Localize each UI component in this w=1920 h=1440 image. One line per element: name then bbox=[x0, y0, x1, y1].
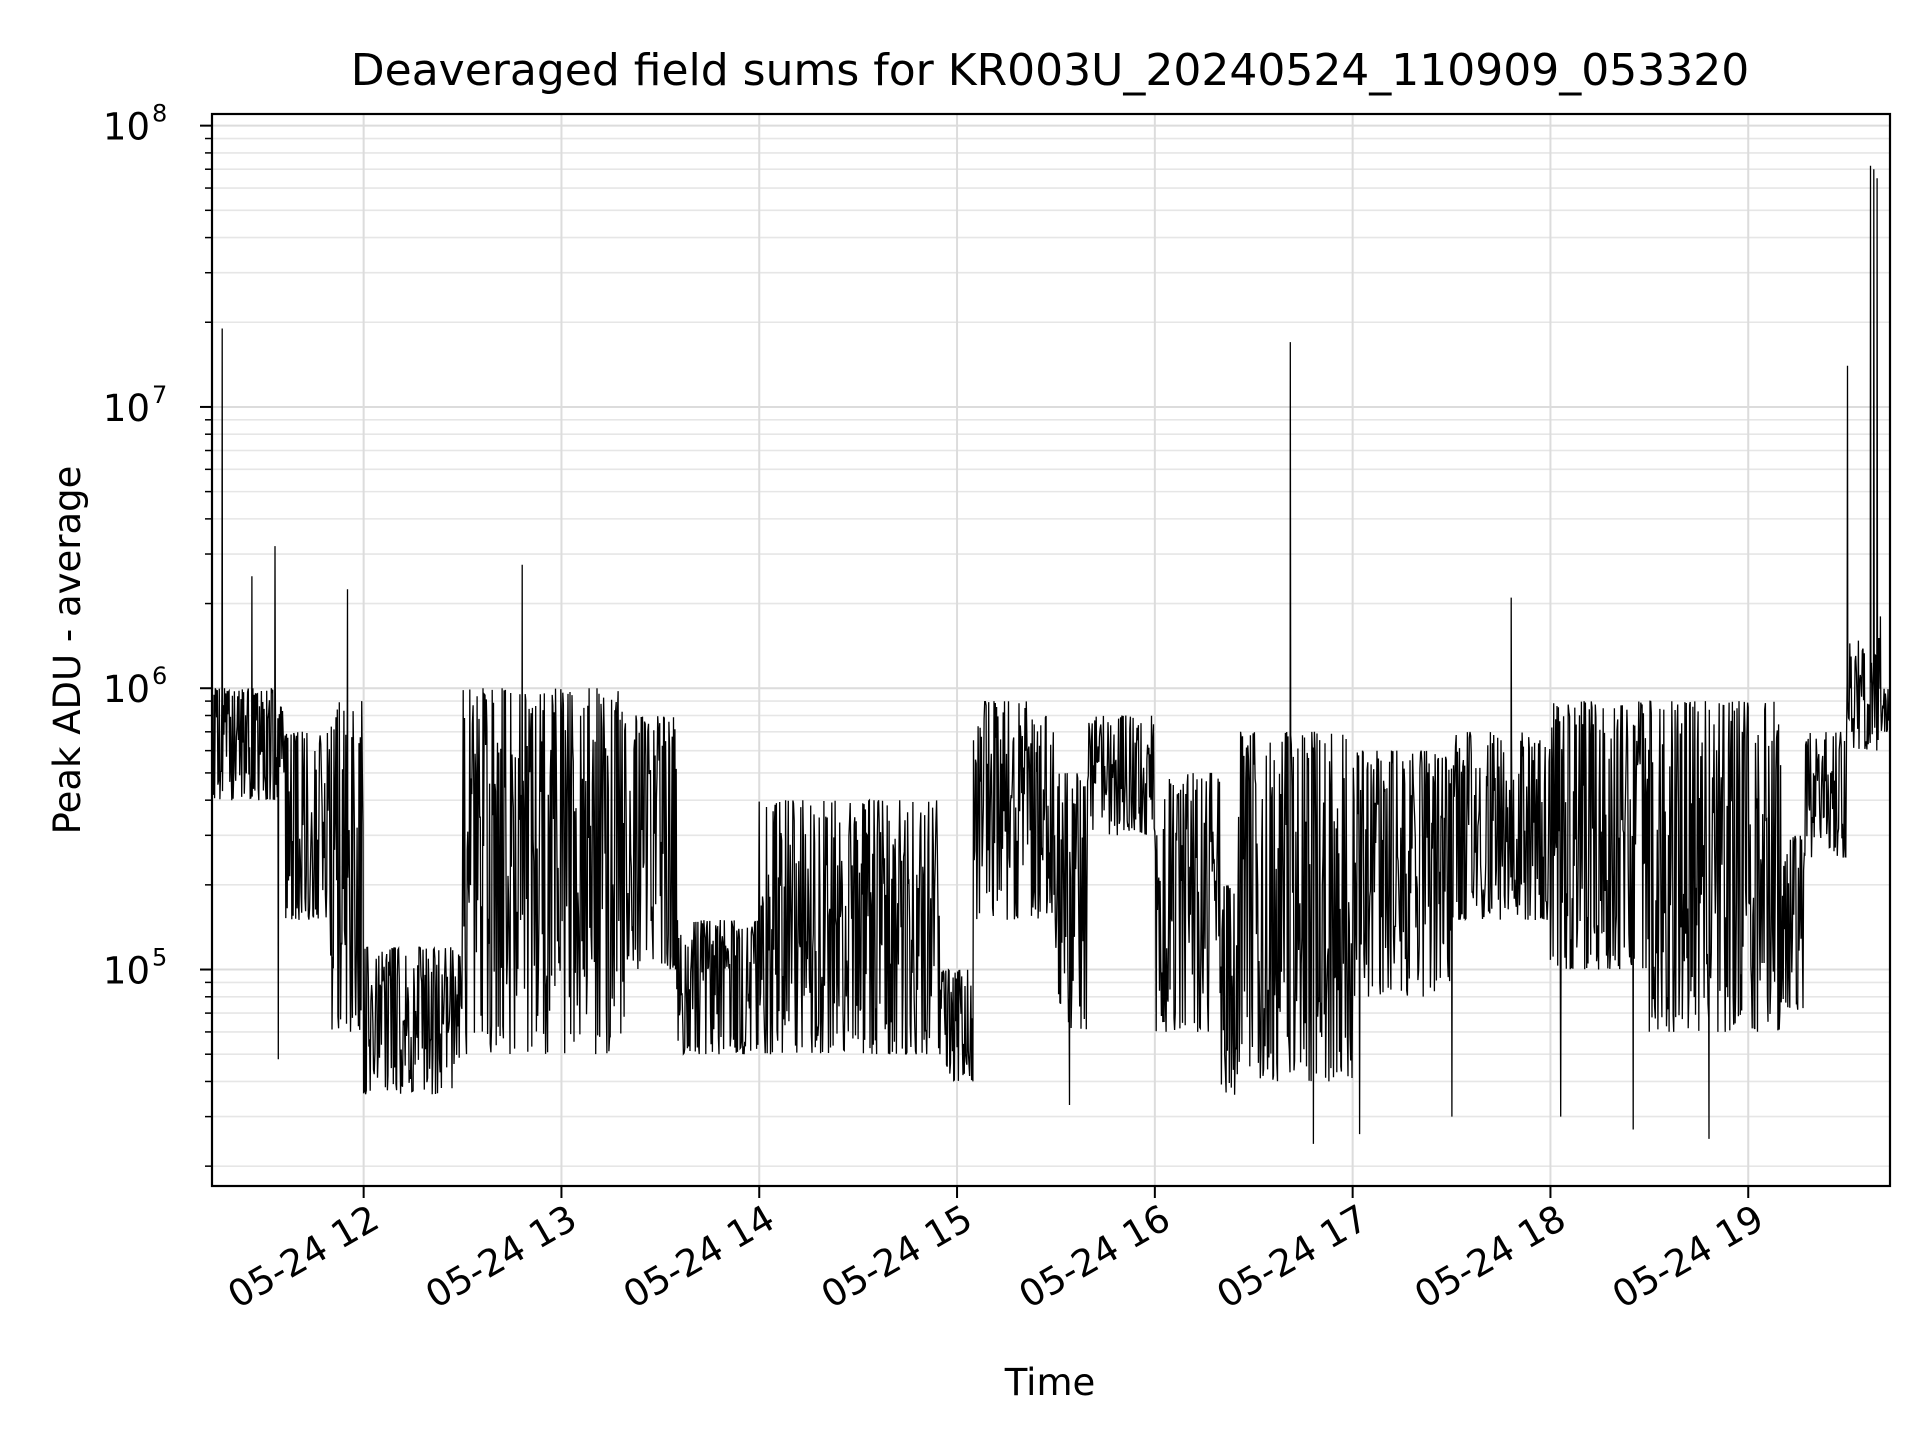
y-tick-label: 10 bbox=[103, 387, 150, 430]
series-line bbox=[212, 165, 1890, 1144]
y-tick-label: 10 bbox=[103, 106, 150, 149]
x-tick-label: 05-24 13 bbox=[418, 1197, 584, 1317]
y-axis-label: Peak ADU - average bbox=[46, 466, 89, 835]
y-tick-label: 10 bbox=[103, 950, 150, 993]
x-tick-label: 05-24 14 bbox=[616, 1197, 782, 1317]
chart-title: Deaveraged field sums for KR003U_2024052… bbox=[351, 45, 1749, 96]
y-tick-exponent: 6 bbox=[152, 662, 167, 690]
x-tick-label: 05-24 12 bbox=[221, 1197, 387, 1317]
y-tick-exponent: 8 bbox=[152, 100, 167, 128]
y-tick-label: 10 bbox=[103, 668, 150, 711]
x-axis-label: Time bbox=[1004, 1361, 1096, 1404]
x-tick-label: 05-24 18 bbox=[1407, 1197, 1573, 1317]
x-tick-label: 05-24 15 bbox=[814, 1197, 980, 1317]
series-group bbox=[212, 165, 1890, 1144]
x-tick-label: 05-24 19 bbox=[1605, 1197, 1771, 1317]
x-tick-label: 05-24 16 bbox=[1012, 1197, 1178, 1317]
y-tick-exponent: 7 bbox=[152, 381, 167, 409]
y-tick-exponent: 5 bbox=[152, 944, 167, 972]
grid bbox=[212, 114, 1890, 1186]
x-tick-label: 05-24 17 bbox=[1210, 1197, 1376, 1317]
x-axis: 05-24 12 05-24 13 05-24 14 05-24 15 05-24 16… bbox=[221, 1186, 1771, 1317]
plot-frame bbox=[210, 112, 1892, 1188]
